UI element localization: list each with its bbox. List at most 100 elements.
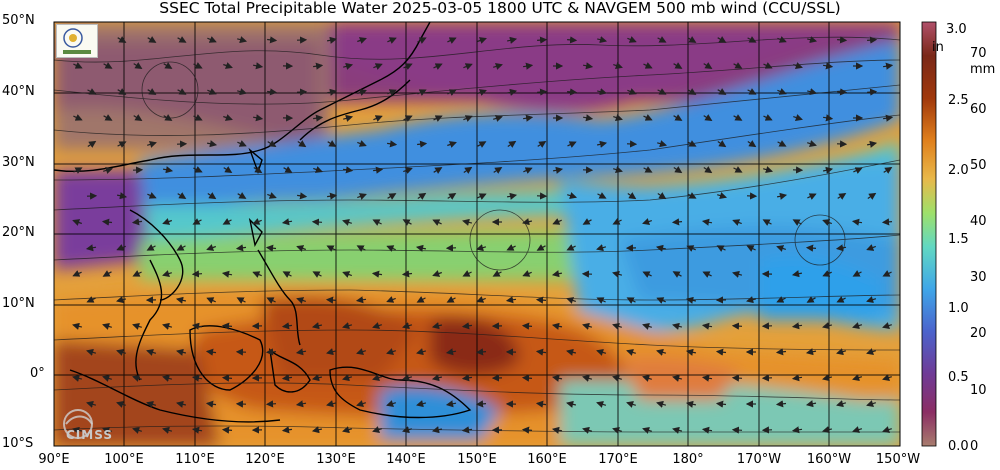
wind-arrow	[701, 426, 713, 434]
lon-label-90e: 90°E	[38, 452, 70, 467]
cimss-logo	[63, 409, 93, 439]
wind-arrow	[613, 166, 623, 174]
wind-arrow	[657, 88, 667, 95]
wind-arrow	[102, 322, 112, 330]
wind-arrow	[313, 62, 324, 70]
wind-arrow	[415, 244, 427, 252]
wind-arrow	[252, 62, 264, 70]
wind-arrow	[701, 374, 713, 382]
wind-arrow	[223, 114, 233, 121]
wind-arrow	[477, 193, 487, 200]
wind-arrow	[717, 36, 727, 43]
wind-arrow	[596, 400, 607, 408]
wind-arrow	[672, 426, 683, 434]
wind-arrow	[747, 36, 757, 43]
wind-arrow	[72, 374, 83, 382]
wind-arrow	[267, 140, 277, 148]
wind-arrow	[237, 140, 247, 147]
wind-arrow	[343, 166, 354, 174]
wind-arrow	[566, 297, 576, 304]
wind-arrow	[731, 374, 743, 382]
wind-arrow	[536, 244, 546, 251]
colorbar-unit-in: in	[932, 40, 944, 55]
wind-arrow	[656, 348, 667, 356]
wind-arrow	[597, 36, 608, 44]
wind-arrow	[192, 218, 202, 225]
wind-arrow	[762, 219, 772, 226]
wind-arrow	[626, 400, 636, 408]
wind-arrow	[417, 89, 427, 96]
wind-arrow	[312, 271, 322, 278]
wind-arrow	[267, 192, 277, 199]
wind-arrow	[191, 426, 203, 434]
wind-arrow	[193, 62, 203, 69]
wind-arrow	[191, 322, 203, 330]
wind-arrow	[463, 115, 473, 122]
wind-arrow	[295, 348, 307, 356]
wind-arrow	[805, 348, 817, 356]
wind-arrow	[477, 89, 487, 96]
wind-arrow	[866, 140, 878, 148]
wind-arrow	[177, 88, 187, 95]
wind-arrow	[343, 62, 354, 70]
wind-arrow	[492, 270, 502, 277]
map-title: SSEC Total Precipitable Water 2025-03-05…	[159, 0, 841, 17]
lon-label-170e: 170°E	[598, 452, 638, 467]
coastlines	[54, 22, 472, 423]
wind-arrow	[162, 322, 173, 330]
tpw-field	[54, 22, 900, 446]
wind-arrow	[176, 400, 187, 408]
wind-arrow	[733, 114, 743, 121]
wind-arrow	[162, 426, 173, 434]
wind-arrow	[402, 219, 412, 226]
colorbar-mm-tick: 20	[970, 326, 987, 341]
wind-arrow	[521, 322, 533, 330]
wind-arrow	[446, 296, 456, 303]
wind-arrow	[133, 62, 143, 70]
wind-arrow	[177, 36, 187, 43]
colorbar-mm-tick: 30	[970, 270, 987, 285]
wind-arrow	[582, 322, 593, 330]
wind-arrow	[702, 271, 712, 278]
wind-arrow	[356, 245, 366, 252]
wind-arrow	[103, 114, 113, 121]
wind-arrow	[836, 296, 846, 303]
wind-arrow	[792, 219, 802, 226]
wind-arrow	[627, 36, 637, 43]
wind-arrow	[132, 426, 142, 434]
wind-arrow	[476, 244, 487, 252]
wind-arrow	[476, 296, 486, 303]
wind-arrow	[432, 270, 442, 277]
wind-arrow	[822, 166, 834, 174]
wind-arrow	[431, 426, 443, 434]
wind-arrow	[791, 270, 803, 278]
wind-arrow	[283, 166, 293, 173]
wind-arrow	[447, 89, 457, 96]
wind-arrow	[326, 88, 338, 96]
wind-arrow	[342, 374, 353, 382]
wind-arrow	[313, 114, 324, 122]
wind-arrow	[237, 36, 248, 44]
wind-arrow	[355, 296, 367, 304]
wind-arrow	[297, 192, 308, 200]
wind-arrow	[221, 374, 233, 382]
wind-arrow	[836, 400, 847, 408]
wind-arrow	[552, 218, 562, 225]
wind-arrow	[463, 63, 473, 70]
wind-arrow	[416, 348, 427, 356]
wind-arrow	[493, 166, 503, 174]
wind-arrow	[207, 88, 217, 95]
wind-arrow	[342, 218, 352, 226]
wind-arrow	[281, 322, 293, 330]
wind-arrow	[626, 348, 636, 356]
wind-arrow	[506, 244, 516, 251]
wind-arrow	[867, 192, 877, 200]
wind-arrow	[852, 426, 863, 434]
wind-arrow	[297, 140, 307, 148]
wind-arrow	[883, 114, 894, 122]
wind-arrow	[147, 88, 157, 95]
wind-arrow	[267, 88, 278, 96]
wind-arrow	[402, 374, 413, 382]
lat-label-20n: 20°N	[2, 225, 35, 240]
wind-arrow	[176, 244, 186, 251]
